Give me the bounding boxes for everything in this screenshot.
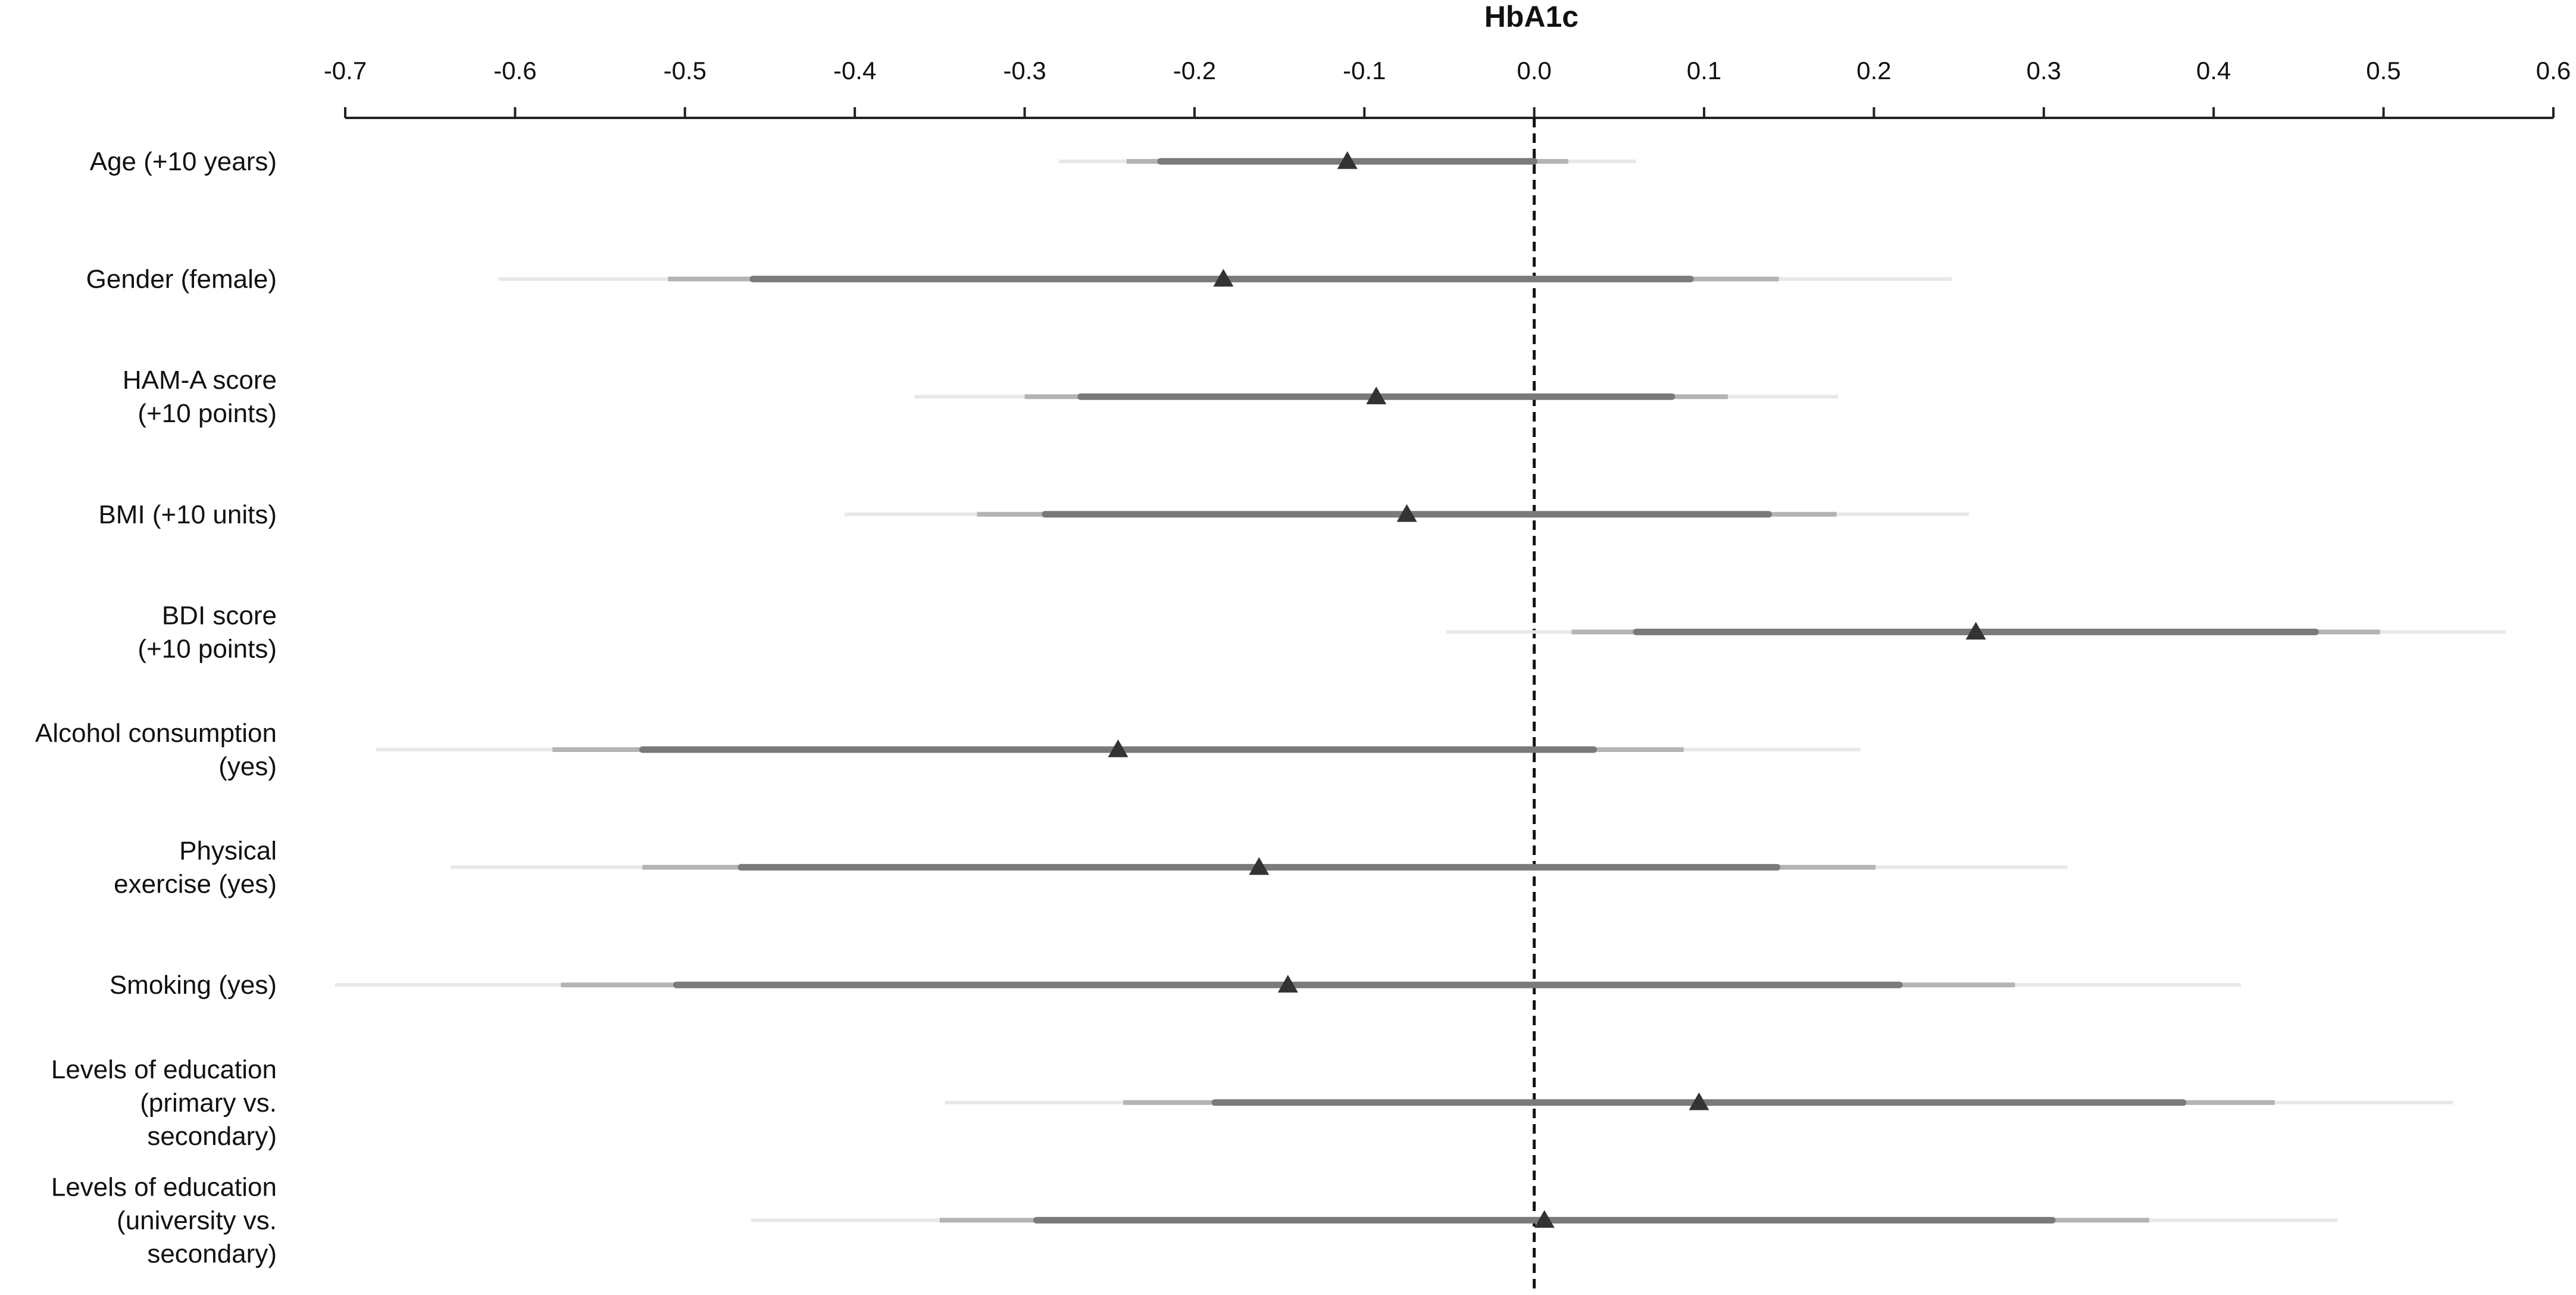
row-label: Alcohol consumption (yes) — [35, 719, 277, 781]
forest-row: HAM-A score (+10 points) — [123, 366, 1839, 428]
forest-row: BDI score (+10 points) — [137, 601, 2506, 663]
x-tick-label: 0.2 — [1856, 57, 1891, 85]
x-tick-label: -0.3 — [1003, 57, 1046, 85]
forest-row: Physical exercise (yes) — [114, 837, 2068, 899]
x-tick-label: -0.2 — [1173, 57, 1216, 85]
row-label: BDI score (+10 points) — [137, 601, 277, 663]
row-label: Physical exercise (yes) — [114, 837, 277, 899]
estimate-marker — [1277, 975, 1298, 993]
forest-row: Age (+10 years) — [90, 147, 1636, 176]
row-label-line: secondary) — [147, 1122, 277, 1151]
row-label: Age (+10 years) — [90, 147, 277, 176]
row-label-line: Alcohol consumption — [35, 719, 277, 748]
row-label: BMI (+10 units) — [98, 500, 277, 529]
row-label-line: (+10 points) — [137, 399, 277, 428]
row-label: Levels of education (university vs. second… — [51, 1172, 277, 1268]
forest-row: Gender (female) — [86, 265, 1952, 294]
forest-row: Levels of education (university vs. second… — [51, 1172, 2338, 1268]
rows-group: Age (+10 years) Gender (female) HAM-A scor… — [35, 147, 2506, 1268]
row-label-line: BMI (+10 units) — [98, 500, 277, 529]
x-tick-label: 0.3 — [2027, 57, 2061, 85]
x-tick-label: -0.4 — [833, 57, 876, 85]
forest-row: Smoking (yes) — [110, 971, 2241, 1000]
estimate-marker — [1965, 622, 1986, 640]
estimate-marker — [1213, 269, 1234, 287]
forest-row: BMI (+10 units) — [98, 500, 1969, 529]
x-tick-label: 0.4 — [2196, 57, 2231, 85]
estimate-marker — [1337, 151, 1358, 169]
x-tick-label: -0.1 — [1343, 57, 1386, 85]
row-label-line: exercise (yes) — [114, 870, 277, 899]
forest-row: Levels of education (primary vs. secondary… — [51, 1055, 2453, 1151]
row-label-line: Levels of education — [51, 1055, 277, 1084]
estimate-marker — [1396, 504, 1417, 522]
estimate-marker — [1108, 739, 1128, 757]
row-label: HAM-A score (+10 points) — [123, 366, 277, 428]
row-label: Gender (female) — [86, 265, 277, 294]
row-label-line: Smoking (yes) — [110, 971, 277, 1000]
row-label-line: Levels of education — [51, 1172, 277, 1202]
row-label-line: secondary) — [147, 1239, 277, 1268]
row-label-line: (university vs. — [117, 1206, 277, 1235]
row-label-line: Age (+10 years) — [90, 147, 277, 176]
row-label: Levels of education (primary vs. secondary… — [51, 1055, 277, 1151]
x-axis: -0.7 -0.6 -0.5 -0.4 -0.3 -0.2 -0.1 0.0 0.1 0.2 0.3… — [324, 57, 2571, 119]
row-label-line: HAM-A score — [123, 366, 277, 395]
row-label-line: (primary vs. — [140, 1088, 277, 1118]
estimate-marker — [1249, 857, 1270, 875]
row-label-line: (+10 points) — [137, 634, 277, 663]
x-tick-label: -0.5 — [664, 57, 706, 85]
x-tick-label: -0.7 — [324, 57, 367, 85]
x-tick-label: 0.5 — [2366, 57, 2400, 85]
row-label: Smoking (yes) — [110, 971, 277, 1000]
chart-title: HbA1c — [1484, 0, 1578, 33]
row-label-line: (yes) — [218, 752, 277, 781]
row-label-line: Physical — [179, 837, 277, 866]
estimate-marker — [1689, 1092, 1709, 1110]
estimate-marker — [1366, 386, 1387, 404]
row-label-line: Gender (female) — [86, 265, 277, 294]
x-tick-label: 0.0 — [1517, 57, 1551, 85]
row-label-line: BDI score — [162, 601, 277, 630]
forest-row: Alcohol consumption (yes) — [35, 719, 1861, 781]
x-tick-label: 0.1 — [1687, 57, 1721, 85]
estimate-marker — [1534, 1210, 1555, 1228]
x-tick-label: -0.6 — [493, 57, 536, 85]
x-tick-label: 0.6 — [2536, 57, 2571, 85]
